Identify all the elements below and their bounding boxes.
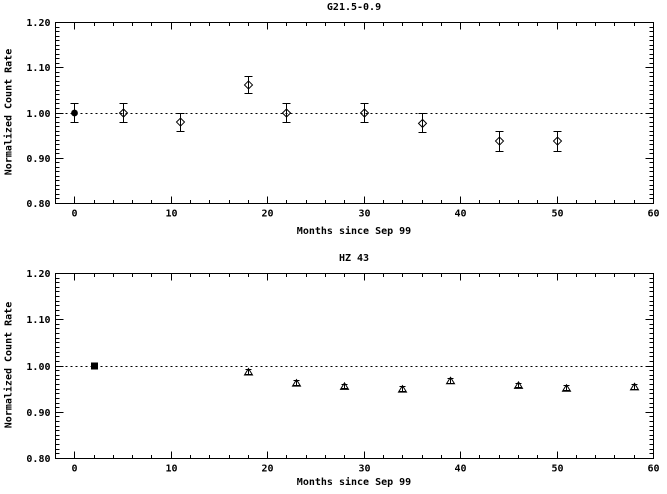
data-point-open-triangle: [339, 381, 350, 390]
y-axis-label-g21: Normalized Count Rate: [3, 48, 15, 176]
y-tick-label: 0.90: [26, 408, 50, 419]
y-tick-label: 1.00: [26, 109, 50, 120]
data-point-open-diamond: [243, 80, 254, 90]
x-tick-label: 60: [647, 209, 659, 220]
x-tick-label: 30: [358, 209, 370, 220]
data-point-open-triangle: [513, 380, 524, 389]
x-tick-label: 20: [261, 464, 273, 475]
x-tick-label: 0: [71, 209, 77, 220]
panel-title-hz43: HZ 43: [338, 253, 370, 264]
chart-hz43-plot: 0 10 20 30 40 50 60 0.80 0.90 1.00 1.10 1.20: [26, 269, 659, 475]
x-tick-label: 60: [647, 464, 659, 475]
data-point-open-triangle: [291, 378, 302, 387]
y-tick-label: 0.90: [26, 154, 50, 165]
x-tick-label: 50: [551, 464, 563, 475]
data-point-filled-square: [91, 362, 98, 370]
x-tick-label: 50: [551, 209, 563, 220]
data-point-open-diamond: [118, 108, 129, 118]
y-tick-label: 1.20: [26, 18, 50, 29]
y-tick-label: 0.80: [26, 199, 50, 210]
data-point-open-diamond: [417, 118, 428, 129]
y-tick-label: 1.10: [26, 315, 50, 326]
data-point-open-triangle: [243, 367, 254, 376]
data-point-open-triangle: [561, 383, 572, 392]
data-point-open-triangle: [629, 382, 640, 391]
chart-g21-plot: 0 10 20 30 40 50 60 0.80 0.90 1.00 1.10 1.20: [26, 18, 659, 220]
x-tick-label: 10: [165, 209, 177, 220]
data-point-open-diamond: [494, 136, 505, 146]
panel-title-g21: G21.5-0.9: [326, 2, 382, 13]
x-axis-label-hz43: Months since Sep 99: [296, 477, 412, 488]
panel-hz43: 0 10 20 30 40 50 60 0.80 0.90 1.00 1.10 1.20 HZ 43 …: [0, 247, 667, 494]
data-point-open-diamond: [175, 117, 186, 127]
data-point-open-diamond: [281, 108, 292, 118]
x-tick-label: 10: [165, 464, 177, 475]
data-point-open-triangle: [397, 384, 408, 393]
y-tick-label: 0.80: [26, 454, 50, 465]
y-tick-label: 1.20: [26, 269, 50, 280]
y-tick-label: 1.10: [26, 63, 50, 74]
data-point-open-diamond: [359, 108, 370, 118]
y-tick-label: 1.00: [26, 362, 50, 373]
data-point-open-triangle: [445, 376, 456, 385]
data-point-filled-circle: [71, 109, 78, 117]
panel-g21: 0 10 20 30 40 50 60 0.80 0.90 1.00 1.10 1.20 G21.5-…: [3, 2, 660, 237]
x-tick-label: 30: [358, 464, 370, 475]
y-axis-label-hz43: Normalized Count Rate: [3, 301, 15, 429]
x-axis-label-g21: Months since Sep 99: [296, 226, 412, 237]
x-tick-label: 0: [71, 464, 77, 475]
x-tick-label: 20: [261, 209, 273, 220]
axis-box: [55, 22, 654, 204]
data-point-open-diamond: [552, 136, 563, 146]
x-tick-label: 40: [454, 209, 466, 220]
x-tick-label: 40: [454, 464, 466, 475]
axis-box: [55, 273, 654, 459]
